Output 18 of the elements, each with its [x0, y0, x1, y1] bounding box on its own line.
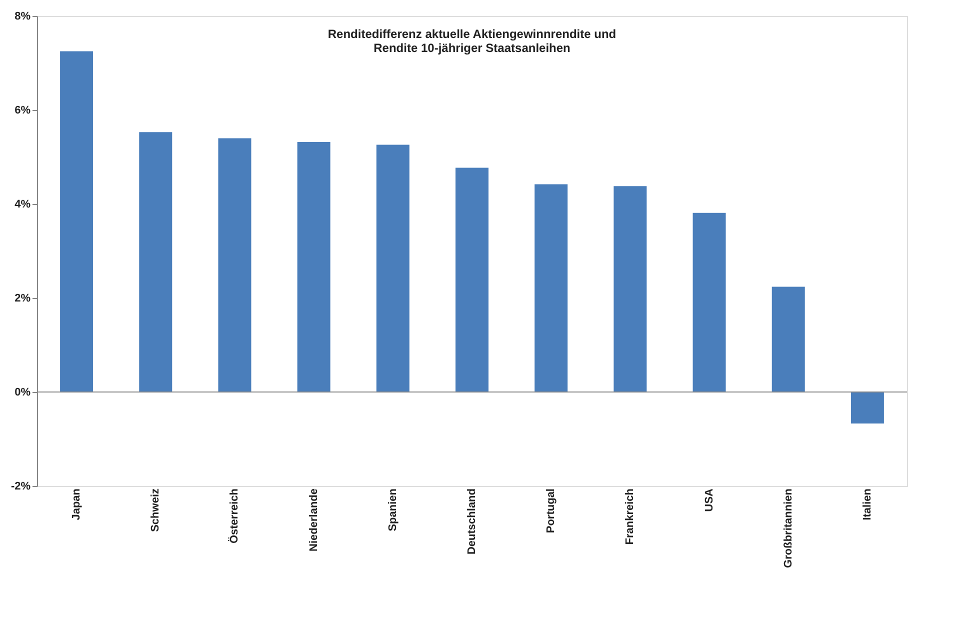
- y-tick-label: 2%: [14, 292, 31, 304]
- y-tick-label: 0%: [14, 386, 31, 398]
- x-tick-label: Schweiz: [150, 488, 162, 532]
- x-tick-label: Österreich: [228, 488, 241, 544]
- x-tick-label: Italien: [861, 488, 874, 520]
- y-tick-label: 8%: [14, 10, 31, 22]
- y-tick-label: -2%: [10, 480, 31, 492]
- x-tick-label: Portugal: [545, 488, 558, 534]
- x-tick-label: Frankreich: [624, 488, 636, 545]
- text: Renditedifferenz aktuelle Aktiengewinnrendite und Rendite 10-jähriger Staatsanleihen: [328, 27, 616, 55]
- x-tick-label: Niederlande: [308, 488, 320, 552]
- x-tick-label: Deutschland: [466, 488, 478, 555]
- y-tick-label: 4%: [14, 198, 31, 210]
- y-tick-label: 6%: [14, 104, 31, 116]
- x-tick-label: Japan: [70, 488, 83, 520]
- x-tick-label: Großbritannien: [782, 488, 794, 568]
- x-tick-label: Spanien: [386, 488, 399, 532]
- x-tick-label: USA: [703, 488, 716, 512]
